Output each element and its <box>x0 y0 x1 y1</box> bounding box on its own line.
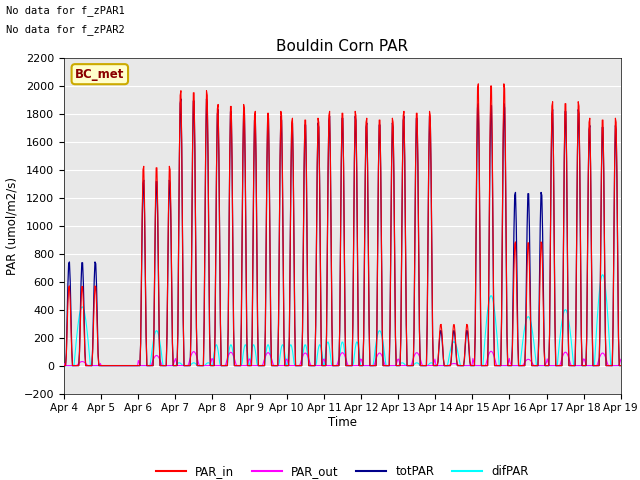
Text: No data for f_zPAR1: No data for f_zPAR1 <box>6 5 125 16</box>
Y-axis label: PAR (umol/m2/s): PAR (umol/m2/s) <box>5 177 18 275</box>
Text: BC_met: BC_met <box>75 68 125 81</box>
X-axis label: Time: Time <box>328 416 357 429</box>
Legend: PAR_in, PAR_out, totPAR, difPAR: PAR_in, PAR_out, totPAR, difPAR <box>152 460 533 480</box>
Title: Bouldin Corn PAR: Bouldin Corn PAR <box>276 39 408 54</box>
Text: No data for f_zPAR2: No data for f_zPAR2 <box>6 24 125 35</box>
